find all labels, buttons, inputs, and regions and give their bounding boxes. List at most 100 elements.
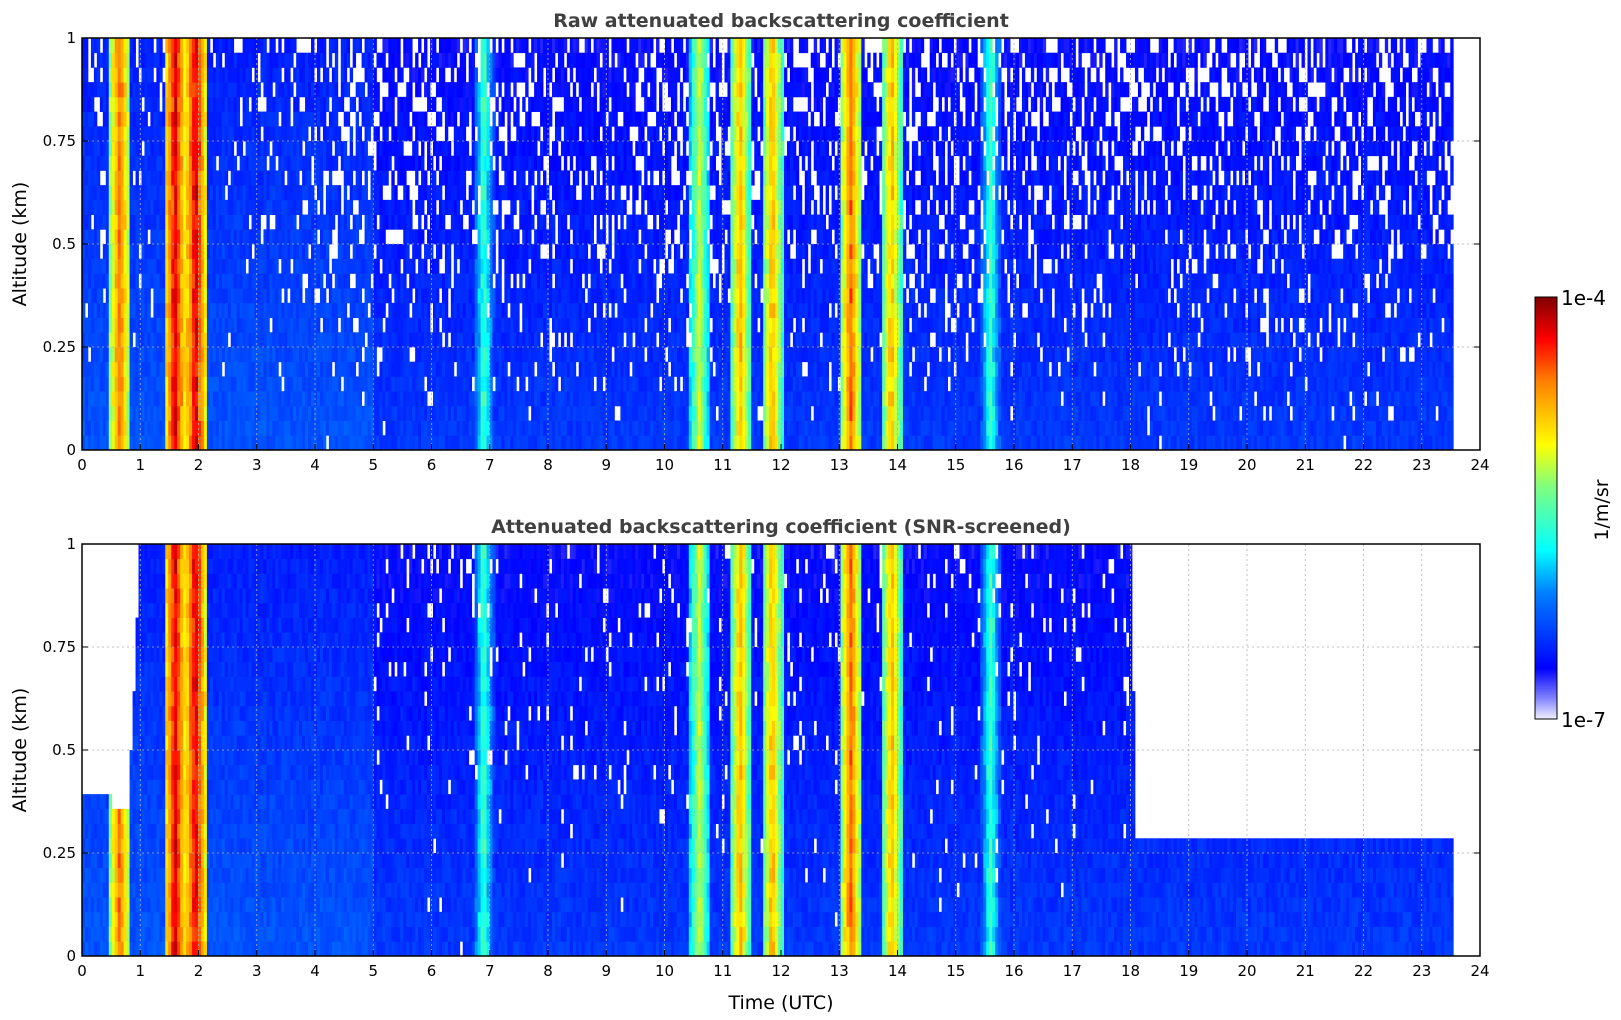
heatmap-cell xyxy=(560,347,565,363)
heatmap-cell xyxy=(198,82,202,98)
heatmap-cell xyxy=(382,38,386,54)
heatmap-cell xyxy=(322,52,327,68)
heatmap-cell xyxy=(177,435,181,450)
heatmap-cell xyxy=(200,347,205,363)
heatmap-cell xyxy=(557,126,562,142)
heatmap-cell xyxy=(263,185,267,201)
heatmap-cell xyxy=(557,170,562,186)
heatmap-cell xyxy=(673,244,678,260)
heatmap-cell xyxy=(114,82,119,98)
heatmap-cell xyxy=(108,82,113,98)
heatmap-cell xyxy=(578,405,583,421)
heatmap-cell xyxy=(129,82,133,98)
heatmap-cell xyxy=(376,82,380,98)
heatmap-cell xyxy=(566,332,571,348)
heatmap-cell xyxy=(257,229,261,245)
heatmap-cell xyxy=(456,82,461,98)
heatmap-cell xyxy=(566,229,571,245)
heatmap-cell xyxy=(263,38,267,54)
heatmap-cell xyxy=(183,361,187,377)
heatmap-cell xyxy=(254,185,258,201)
heatmap-cell xyxy=(682,332,687,348)
heatmap-cell xyxy=(340,82,345,98)
heatmap-cell xyxy=(531,273,535,289)
heatmap-cell xyxy=(641,273,645,289)
heatmap-cell xyxy=(174,199,178,215)
heatmap-cell xyxy=(653,126,657,142)
heatmap-cell xyxy=(480,288,484,304)
heatmap-cell xyxy=(453,420,458,436)
heatmap-cell xyxy=(212,141,217,157)
heatmap-cell xyxy=(316,52,321,68)
heatmap-cell xyxy=(218,170,223,186)
heatmap-cell xyxy=(236,273,241,289)
heatmap-cell xyxy=(260,185,264,201)
heatmap-cell xyxy=(230,82,235,98)
heatmap-cell xyxy=(516,332,520,348)
heatmap-cell xyxy=(450,199,455,215)
heatmap-cell xyxy=(311,317,315,333)
heatmap-cell xyxy=(305,391,309,407)
heatmap-cell xyxy=(248,273,252,289)
heatmap-cell xyxy=(111,317,116,333)
heatmap-cell xyxy=(296,52,300,68)
heatmap-cell xyxy=(316,391,321,407)
heatmap-cell xyxy=(189,111,193,127)
heatmap-cell xyxy=(233,199,238,215)
heatmap-cell xyxy=(584,302,589,318)
heatmap-cell xyxy=(230,332,235,348)
heatmap-cell xyxy=(587,420,592,436)
heatmap-cell xyxy=(438,332,443,348)
heatmap-cell xyxy=(218,302,223,318)
heatmap-cell xyxy=(388,199,392,215)
heatmap-cell xyxy=(254,317,258,333)
heatmap-cell xyxy=(361,141,365,157)
heatmap-cell xyxy=(605,376,609,392)
heatmap-cell xyxy=(105,170,110,186)
heatmap-cell xyxy=(305,361,309,377)
heatmap-cell xyxy=(218,155,223,171)
heatmap-cell xyxy=(90,273,95,289)
heatmap-cell xyxy=(456,302,461,318)
heatmap-cell xyxy=(391,435,395,450)
heatmap-cell xyxy=(296,376,300,392)
heatmap-cell xyxy=(376,376,380,392)
heatmap-cell xyxy=(331,185,336,201)
heatmap-cell xyxy=(245,52,249,68)
heatmap-cell xyxy=(495,361,499,377)
heatmap-cell xyxy=(284,126,288,142)
heatmap-cell xyxy=(218,38,223,54)
heatmap-cell xyxy=(260,317,264,333)
heatmap-cell xyxy=(385,288,389,304)
heatmap-cell xyxy=(507,376,511,392)
heatmap-cell xyxy=(632,317,636,333)
heatmap-cell xyxy=(450,185,455,201)
heatmap-cell xyxy=(462,273,467,289)
heatmap-cell xyxy=(352,376,357,392)
heatmap-cell xyxy=(611,420,615,436)
heatmap-cell xyxy=(513,273,517,289)
heatmap-cell xyxy=(123,347,128,363)
heatmap-cell xyxy=(477,244,481,260)
heatmap-cell xyxy=(670,67,675,83)
heatmap-cell xyxy=(504,185,508,201)
heatmap-cell xyxy=(575,52,580,68)
heatmap-cell xyxy=(266,347,270,363)
heatmap-cell xyxy=(308,96,312,112)
heatmap-cell xyxy=(114,52,119,68)
heatmap-cell xyxy=(314,317,318,333)
heatmap-cell xyxy=(117,302,122,318)
heatmap-cell xyxy=(584,126,589,142)
heatmap-cell xyxy=(459,244,464,260)
heatmap-cell xyxy=(599,229,603,245)
heatmap-cell xyxy=(266,420,270,436)
heatmap-cell xyxy=(504,155,508,171)
heatmap-cell xyxy=(275,126,279,142)
heatmap-cell xyxy=(198,141,202,157)
heatmap-cell xyxy=(174,67,178,83)
heatmap-cell xyxy=(400,332,404,348)
heatmap-cell xyxy=(382,391,386,407)
heatmap-cell xyxy=(334,155,339,171)
heatmap-cell xyxy=(319,155,324,171)
heatmap-cell xyxy=(623,391,627,407)
